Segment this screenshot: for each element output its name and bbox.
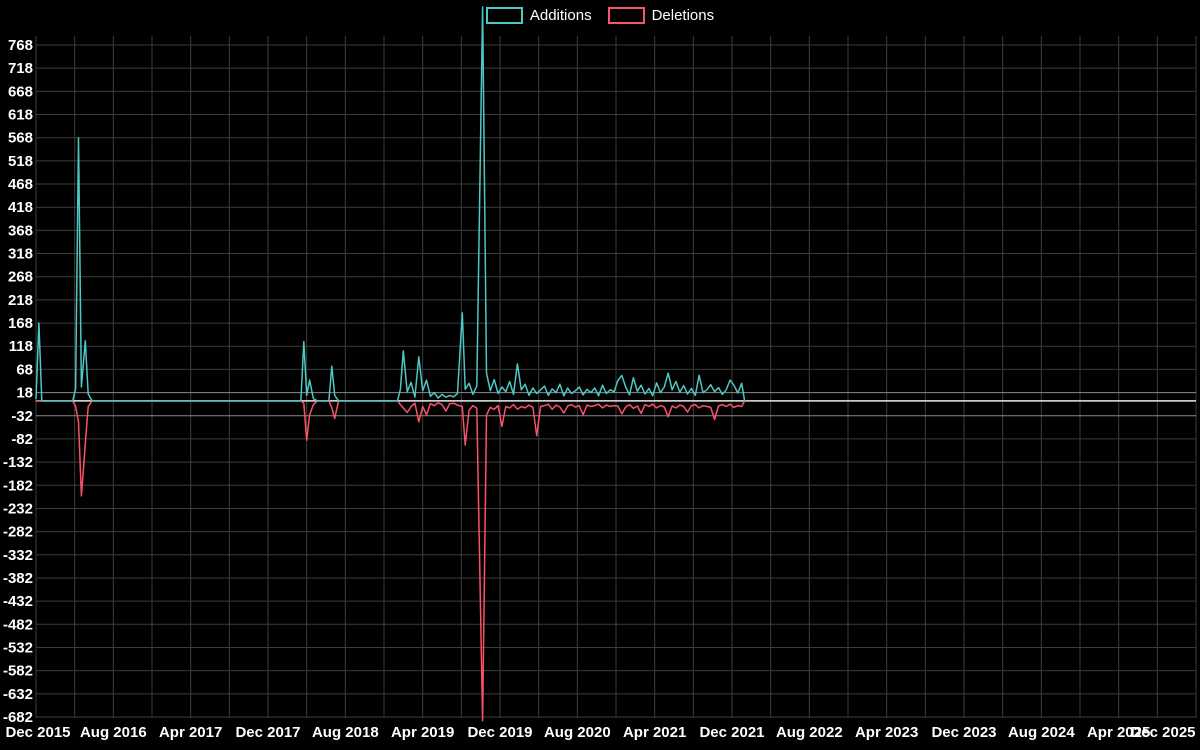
deletions-line — [35, 400, 746, 722]
svg-text:Dec 2023: Dec 2023 — [931, 724, 996, 741]
svg-text:-282: -282 — [3, 524, 33, 541]
svg-text:768: 768 — [8, 37, 33, 54]
svg-text:Aug 2018: Aug 2018 — [312, 724, 379, 741]
svg-text:618: 618 — [8, 107, 33, 124]
svg-text:668: 668 — [8, 83, 33, 100]
grid — [35, 36, 1197, 718]
svg-text:718: 718 — [8, 60, 33, 77]
y-axis-labels: 768 718 668 618 568 518 468 418 368 318 268 218 168 1… — [3, 37, 33, 726]
svg-text:-32: -32 — [11, 408, 33, 425]
svg-text:Apr 2021: Apr 2021 — [623, 724, 686, 741]
legend-item-deletions[interactable]: Deletions — [607, 7, 715, 24]
legend-item-additions[interactable]: Additions — [485, 7, 592, 24]
svg-text:Aug 2024: Aug 2024 — [1008, 724, 1075, 741]
svg-text:-482: -482 — [3, 616, 33, 633]
svg-text:-82: -82 — [11, 431, 33, 448]
chart-legend: Additions Deletions — [0, 7, 1200, 24]
svg-text:-132: -132 — [3, 454, 33, 471]
svg-text:68: 68 — [16, 361, 33, 378]
svg-text:Aug 2022: Aug 2022 — [776, 724, 843, 741]
legend-label-additions: Additions — [529, 7, 592, 24]
svg-text:518: 518 — [8, 153, 33, 170]
svg-text:-182: -182 — [3, 477, 33, 494]
svg-text:-382: -382 — [3, 570, 33, 587]
svg-text:Apr 2017: Apr 2017 — [159, 724, 222, 741]
svg-text:368: 368 — [8, 222, 33, 239]
svg-text:Dec 2015: Dec 2015 — [5, 724, 70, 741]
svg-text:-332: -332 — [3, 547, 33, 564]
svg-text:Dec 2019: Dec 2019 — [467, 724, 532, 741]
svg-text:118: 118 — [9, 338, 33, 355]
svg-text:-582: -582 — [3, 663, 33, 680]
svg-text:218: 218 — [8, 292, 33, 309]
svg-text:Apr 2023: Apr 2023 — [855, 724, 918, 741]
svg-text:268: 268 — [8, 269, 33, 286]
svg-text:168: 168 — [8, 315, 33, 332]
legend-label-deletions: Deletions — [651, 7, 715, 24]
svg-text:-532: -532 — [3, 639, 33, 656]
svg-text:-632: -632 — [3, 686, 33, 703]
additions-swatch — [485, 7, 523, 24]
additions-line — [35, 6, 746, 402]
svg-text:-682: -682 — [3, 709, 33, 726]
x-axis-labels: Dec 2015 Aug 2016 Apr 2017 Dec 2017 Aug 2018… — [5, 724, 1195, 741]
deletions-swatch — [607, 7, 645, 24]
svg-text:318: 318 — [8, 246, 33, 263]
svg-text:Apr 2019: Apr 2019 — [391, 724, 454, 741]
svg-text:18: 18 — [16, 385, 33, 402]
svg-text:Dec 2017: Dec 2017 — [235, 724, 300, 741]
svg-text:Dec 2021: Dec 2021 — [699, 724, 764, 741]
svg-text:Apr 2025: Apr 2025 — [1087, 724, 1150, 741]
svg-text:468: 468 — [8, 176, 33, 193]
svg-text:-232: -232 — [3, 500, 33, 517]
svg-text:418: 418 — [8, 199, 33, 216]
svg-text:Aug 2016: Aug 2016 — [80, 724, 147, 741]
svg-text:Dec 2025: Dec 2025 — [1130, 724, 1195, 741]
svg-text:568: 568 — [8, 130, 33, 147]
svg-text:Aug 2020: Aug 2020 — [544, 724, 611, 741]
svg-text:-432: -432 — [3, 593, 33, 610]
